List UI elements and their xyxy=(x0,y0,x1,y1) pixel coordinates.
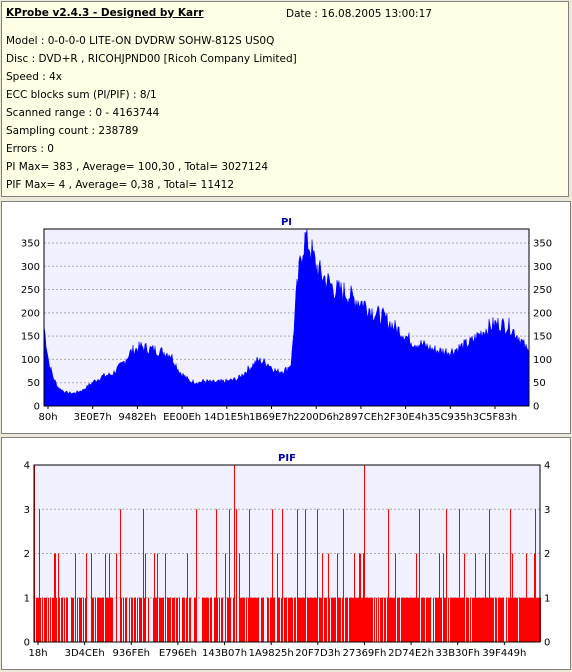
pi-ytick-right: 100 xyxy=(533,355,552,366)
pi-xtick-label: 2200D6h xyxy=(293,412,339,423)
pi-ytick-left: 200 xyxy=(21,308,40,319)
pi-xtick-label: 2897CEh xyxy=(338,412,383,423)
pi-xtick-label: EE00Eh xyxy=(163,412,201,423)
pif-xtick-label: 936FEh xyxy=(113,648,151,659)
pi-ytick-right: 0 xyxy=(533,402,539,413)
pi-ytick-left: 100 xyxy=(21,355,40,366)
info-range: Scanned range : 0 - 4163744 xyxy=(6,107,160,119)
pi-xtick-label: 14D1E5h xyxy=(204,412,250,423)
info-pi-stats: PI Max= 383 , Average= 100,30 , Total= 3… xyxy=(6,161,269,173)
pif-xtick-label: 143B07h xyxy=(202,648,247,659)
pi-ytick-left: 250 xyxy=(21,285,40,296)
pif-ytick-right: 4 xyxy=(544,461,550,472)
app-title: KProbe v2.4.3 - Designed by Karr xyxy=(6,7,204,19)
pif-xtick-label: 1A9825h xyxy=(249,648,294,659)
pif-xtick-label: 2D74E2h xyxy=(388,648,434,659)
pi-xtick-label: 1B69E7h xyxy=(249,412,294,423)
info-model: Model : 0-0-0-0 LITE-ON DVDRW SOHW-812S … xyxy=(6,35,275,47)
pi-plot-border xyxy=(43,228,530,407)
pi-ytick-right: 150 xyxy=(533,332,552,343)
info-speed: Speed : 4x xyxy=(6,71,63,83)
pif-ytick-right: 2 xyxy=(544,549,550,560)
pi-xtick-label: 80h xyxy=(38,412,57,423)
pif-xtick-label: 33B30Fh xyxy=(436,648,480,659)
pif-xtick-label: E796Eh xyxy=(159,648,197,659)
pif-ytick-right: 3 xyxy=(544,505,550,516)
pif-series-bars xyxy=(34,465,541,642)
pi-ytick-right: 350 xyxy=(533,238,552,249)
pif-xtick-label: 20F7D3h xyxy=(295,648,340,659)
pi-ytick-right: 300 xyxy=(533,262,552,273)
pi-xtick-label: 3C5F83h xyxy=(473,412,518,423)
pi-xtick-label: 3E0E7h xyxy=(74,412,112,423)
pi-series-area xyxy=(43,228,530,407)
info-disc: Disc : DVD+R , RICOHJPND00 [Ricoh Compan… xyxy=(6,53,297,65)
info-errors: Errors : 0 xyxy=(6,143,54,155)
pi-ytick-left: 350 xyxy=(21,238,40,249)
pi-ytick-left: 150 xyxy=(21,332,40,343)
pif-chart: PIF 0 0 1 1 2 2 3 3 4 4 18h 3D4CEh 936FEh E796Eh 143B07… xyxy=(24,453,551,659)
pif-ytick-left: 1 xyxy=(24,593,30,604)
pif-xtick-label: 18h xyxy=(28,648,47,659)
pif-ytick-right: 1 xyxy=(544,593,550,604)
pif-ytick-left: 3 xyxy=(24,505,30,516)
info-panel: KProbe v2.4.3 - Designed by Karr Date : … xyxy=(1,1,569,197)
pi-xtick-label: 2F30E4h xyxy=(384,412,428,423)
pif-chart-panel: PIF 0 0 1 1 2 2 3 3 4 4 18h 3D4CEh 936FEh E796Eh 143B07… xyxy=(1,437,571,670)
pi-ytick-left: 50 xyxy=(27,378,40,389)
pi-ytick-right: 200 xyxy=(533,308,552,319)
pif-ytick-right: 0 xyxy=(544,638,550,649)
pif-ytick-left: 0 xyxy=(24,638,30,649)
pif-ytick-left: 4 xyxy=(24,461,30,472)
pif-xtick-label: 39F449h xyxy=(482,648,526,659)
info-pif-stats: PIF Max= 4 , Average= 0,38 , Total= 1141… xyxy=(6,179,235,191)
info-sampling: Sampling count : 238789 xyxy=(6,125,139,137)
info-ecc: ECC blocks sum (PI/PIF) : 8/1 xyxy=(6,89,157,101)
pi-chart-panel: PI 0 0 50 50 100 100 150 150 200 200 250 250 300 300 35… xyxy=(1,201,571,434)
pif-ytick-left: 2 xyxy=(24,549,30,560)
pi-ytick-left: 300 xyxy=(21,262,40,273)
pi-ytick-right: 250 xyxy=(533,285,552,296)
pif-plot-border xyxy=(33,464,541,643)
pif-xtick-label: 27369Fh xyxy=(342,648,386,659)
pi-ytick-left: 0 xyxy=(34,402,40,413)
pi-ytick-right: 50 xyxy=(533,378,546,389)
pi-title: PI xyxy=(281,217,292,228)
pif-xtick-label: 3D4CEh xyxy=(65,648,105,659)
pi-xtick-label: 9482Eh xyxy=(118,412,156,423)
pi-chart: PI 0 0 50 50 100 100 150 150 200 200 250 250 300 300 35… xyxy=(21,217,552,423)
scan-date: Date : 16.08.2005 13:00:17 xyxy=(286,8,432,20)
pif-title: PIF xyxy=(278,453,296,464)
pi-xtick-label: 35C935h xyxy=(428,412,473,423)
